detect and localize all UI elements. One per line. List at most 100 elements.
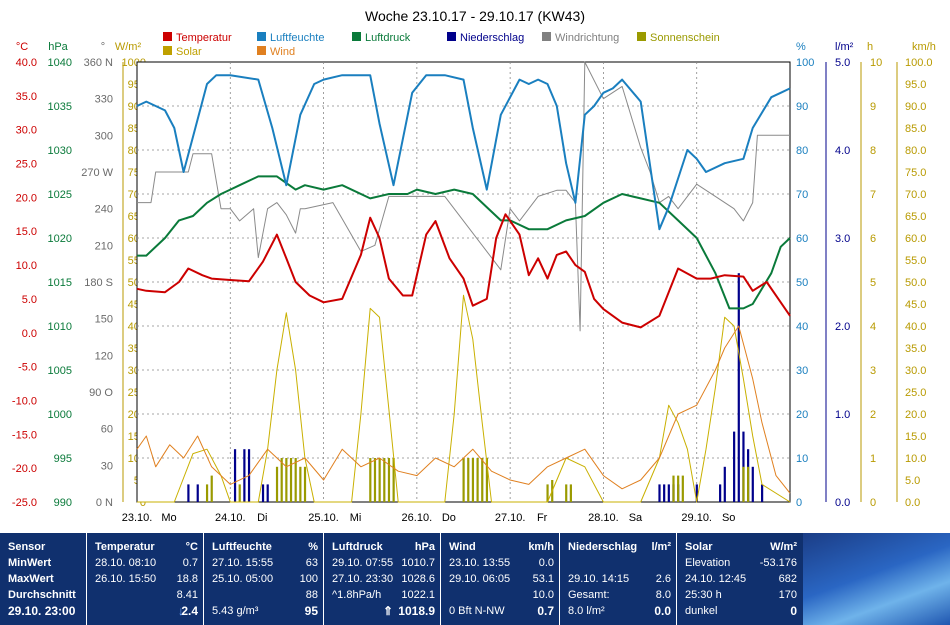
humidity-min-time: 27.10. 15:55 xyxy=(212,557,274,569)
axis-tick-wind: 50.0 xyxy=(905,277,926,289)
rain-bar xyxy=(663,484,666,502)
axis-tick-direction: 270 W xyxy=(81,167,113,179)
axis-tick-rain: 3.0 xyxy=(835,233,850,245)
rain-current-total: 8.0 l/m² xyxy=(568,605,605,617)
axis-tick-wind: 35.0 xyxy=(905,343,926,355)
legend-swatch xyxy=(163,46,172,55)
humidity-header: Luftfeuchte xyxy=(212,541,272,553)
axis-tick-temperature: -5.0 xyxy=(18,362,37,374)
rain-header: Niederschlag xyxy=(568,541,638,553)
sunshine-bar xyxy=(476,458,479,502)
temperature-avg: 8.41 xyxy=(176,589,198,601)
legend: Temperatur Luftfeuchte Luftdruck Niederschl… xyxy=(163,32,720,58)
rain-bar xyxy=(261,484,265,502)
humidity-unit: % xyxy=(308,541,318,553)
axis-tick-pressure: 1005 xyxy=(48,365,72,377)
x-tick-day: Mi xyxy=(350,512,362,524)
axis-tick-sunshine: 7 xyxy=(870,189,876,201)
axis-unit-wind: km/h xyxy=(912,41,936,53)
rain-max-time: 29.10. 14:15 xyxy=(568,573,630,585)
solar-current: 0 xyxy=(790,604,797,618)
axis-tick-sunshine: 3 xyxy=(870,365,876,377)
axis-unit-rain: l/m² xyxy=(835,41,854,53)
x-tick-day: Do xyxy=(442,512,456,524)
axis-unit-sunshine: h xyxy=(867,41,873,53)
temperature-min: 0.7 xyxy=(182,557,198,569)
legend-swatch xyxy=(257,32,266,41)
legend-label: Temperatur xyxy=(176,32,232,44)
temperature-unit: °C xyxy=(185,541,198,553)
axis-tick-wind: 75.0 xyxy=(905,167,926,179)
axis-tick-wind: 20.0 xyxy=(905,409,926,421)
x-tick-day: Sa xyxy=(629,512,643,524)
x-tick-day: Fr xyxy=(537,512,548,524)
legend-swatch xyxy=(637,32,646,41)
axis-tick-direction: 210 xyxy=(95,240,113,252)
solar-unit: W/m² xyxy=(770,541,797,553)
summary-panel: Sensor MinWert MaxWert Durchschnitt 29.1… xyxy=(0,533,803,625)
rain-bar xyxy=(266,484,269,502)
solar-elevation-label: Elevation xyxy=(685,557,731,569)
sunshine-bar xyxy=(546,484,549,502)
sunshine-bar xyxy=(387,458,391,502)
pressure-column: Luftdruck hPa 29.10. 07:55 1010.7 27.10. 2… xyxy=(323,533,441,625)
desktop-background xyxy=(803,533,950,625)
sunshine-bar xyxy=(565,484,568,502)
legend-label: Solar xyxy=(176,46,202,58)
sunshine-bar xyxy=(238,484,241,502)
axis-tick-solar: 0 xyxy=(140,497,146,509)
x-tick-date: 28.10. xyxy=(588,512,619,524)
solar-elevation: -53.176 xyxy=(759,557,797,569)
sunshine-bar xyxy=(467,458,470,502)
axis-tick-sunshine: 0 xyxy=(870,497,876,509)
axis-tick-direction: 330 xyxy=(95,94,113,106)
axis-tick-temperature: -20.0 xyxy=(12,463,37,475)
axis-tick-pressure: 1020 xyxy=(48,233,72,245)
rain-bar xyxy=(233,449,237,502)
wind-max-time: 29.10. 06:05 xyxy=(449,573,511,585)
axis-tick-temperature: 5.0 xyxy=(22,294,37,306)
legend-swatch xyxy=(542,32,551,41)
axis-tick-humidity: 0 xyxy=(796,497,802,509)
axis-tick-temperature: 10.0 xyxy=(16,260,37,272)
sunshine-bar xyxy=(672,475,675,502)
rain-bar xyxy=(719,484,722,502)
rain-total: 8.0 xyxy=(655,589,671,601)
x-tick-date: 29.10. xyxy=(681,512,712,524)
rain-bar xyxy=(737,273,740,502)
grid xyxy=(136,61,791,503)
plot-area xyxy=(136,61,791,503)
arrow-up-icon: ⇑ xyxy=(382,604,393,618)
series-line-solar xyxy=(137,294,791,503)
axis-tick-sunshine: 4 xyxy=(870,321,876,333)
sunshine-bar xyxy=(677,475,680,502)
axis-tick-wind: 60.0 xyxy=(905,233,926,245)
axis-tick-humidity: 10 xyxy=(796,453,808,465)
axis-tick-humidity: 100 xyxy=(796,57,814,69)
humidity-max: 100 xyxy=(299,573,318,585)
pressure-min-time: 29.10. 07:55 xyxy=(332,557,394,569)
x-tick-date: 24.10. xyxy=(215,512,246,524)
sunshine-bar xyxy=(280,458,283,502)
sunshine-bar xyxy=(289,458,293,502)
axis-unit-direction: ° xyxy=(101,41,105,53)
axis-tick-wind: 65.0 xyxy=(905,211,926,223)
series-line-windrichtung xyxy=(137,61,790,332)
rain-current: 0.0 xyxy=(654,604,671,618)
axis-tick-direction: 120 xyxy=(95,350,113,362)
axis-tick-humidity: 40 xyxy=(796,321,808,333)
wind-header: Wind xyxy=(449,541,476,553)
humidity-avg: 88 xyxy=(305,589,318,601)
sunshine-bar xyxy=(369,458,372,502)
series-line-wind xyxy=(136,325,791,494)
rain-bar xyxy=(658,484,661,502)
sunshine-bar xyxy=(747,466,750,502)
chart-title: Woche 23.10.17 - 29.10.17 (KW43) xyxy=(365,8,585,24)
pressure-min: 1010.7 xyxy=(401,557,435,569)
pressure-max-time: 27.10. 23:30 xyxy=(332,573,394,585)
axis-unit-pressure: hPa xyxy=(48,41,68,53)
wind-beaufort: 0 Bft N-NW xyxy=(449,605,505,617)
x-tick-date: 23.10. xyxy=(122,512,153,524)
axis-tick-wind: 30.0 xyxy=(905,365,926,377)
axis-tick-sunshine: 6 xyxy=(870,233,876,245)
